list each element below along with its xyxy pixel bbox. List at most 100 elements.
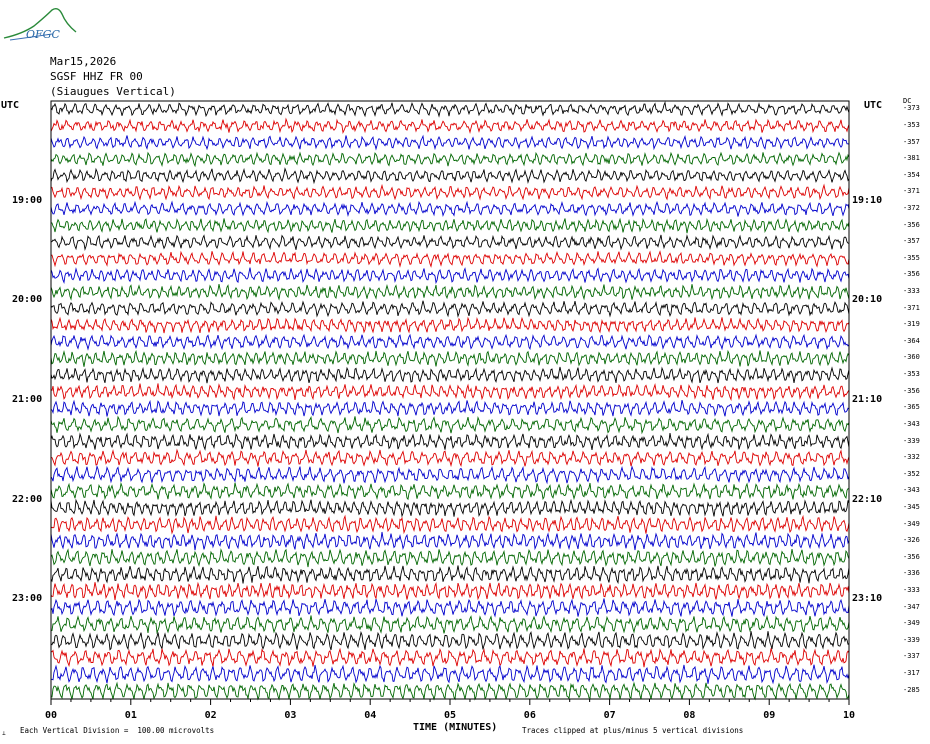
logo-text: OFGC — [26, 28, 60, 41]
dc-offset-label: -336 — [903, 569, 920, 578]
left-time-label: 22:00 — [12, 493, 43, 505]
x-tick-label: 01 — [124, 710, 137, 721]
trace-line-12 — [50, 284, 850, 301]
trace-line-23 — [50, 464, 850, 485]
right-axis-title: UTC — [864, 100, 883, 111]
footer-scale-icon: ⊥ — [2, 730, 6, 737]
trace-line-1 — [50, 100, 850, 118]
footer-vertical-division: Each Vertical Division = 100.00 microvol… — [20, 726, 215, 735]
left-time-label: 20:00 — [12, 294, 43, 306]
x-tick-label: 03 — [284, 710, 297, 721]
x-tick-label: 09 — [763, 710, 776, 721]
x-tick-label: 08 — [683, 710, 696, 721]
dc-offset-label: -356 — [903, 270, 920, 279]
dc-offset-label: -332 — [903, 453, 920, 462]
dc-offset-label: -337 — [903, 652, 920, 661]
trace-line-25 — [50, 498, 850, 518]
trace-line-20 — [50, 415, 850, 435]
trace-line-19 — [50, 399, 850, 417]
trace-line-17 — [50, 366, 850, 384]
trace-line-26 — [50, 514, 850, 535]
trace-line-3 — [50, 134, 850, 151]
dc-offset-label: -343 — [903, 486, 920, 495]
plot-frame — [50, 100, 850, 700]
dc-offset-title: DC — [903, 97, 912, 105]
trace-line-14 — [50, 316, 850, 334]
dc-offset-label: -356 — [903, 220, 920, 229]
dc-offset-label: -349 — [903, 619, 920, 628]
left-axis-title: UTC — [1, 100, 20, 111]
trace-line-22 — [50, 448, 850, 468]
dc-offset-label: -333 — [903, 586, 920, 595]
left-time-label: 21:00 — [12, 394, 43, 405]
dc-offset-label: -339 — [903, 635, 920, 644]
trace-line-18 — [50, 383, 850, 402]
dc-offset-label: -356 — [903, 552, 920, 561]
footer-clipping-note: Traces clipped at plus/minus 5 vertical … — [522, 726, 744, 735]
trace-line-24 — [50, 481, 850, 501]
dc-offset-label: -381 — [903, 154, 920, 163]
x-tick-label: 07 — [603, 710, 616, 721]
trace-line-16 — [50, 349, 850, 367]
header-station: SGSF HHZ FR 00 — [50, 70, 143, 83]
trace-line-33 — [50, 630, 850, 651]
trace-line-34 — [50, 647, 850, 668]
x-tick-label: 10 — [843, 710, 856, 721]
trace-line-10 — [50, 250, 850, 268]
right-time-label: 22:10 — [852, 493, 883, 505]
trace-line-27 — [50, 531, 850, 551]
right-time-label: 21:10 — [852, 394, 883, 405]
dc-offset-label: -357 — [903, 137, 920, 146]
logo-mountain-icon — [3, 7, 77, 41]
dc-offset-label: -339 — [903, 436, 920, 445]
trace-line-8 — [50, 217, 850, 234]
dc-offset-label: -319 — [903, 320, 920, 329]
trace-line-9 — [50, 234, 850, 251]
right-time-label: 19:10 — [852, 194, 883, 206]
trace-line-30 — [50, 581, 850, 601]
dc-offset-label: -373 — [903, 104, 920, 113]
right-time-label: 20:10 — [852, 294, 883, 306]
trace-line-36 — [50, 681, 850, 701]
trace-line-32 — [50, 614, 850, 635]
trace-line-6 — [50, 183, 850, 201]
right-time-label: 23:10 — [852, 593, 883, 605]
x-axis-title: TIME (MINUTES) — [413, 722, 498, 733]
x-tick-label: 06 — [523, 710, 536, 721]
dc-offset-label: -365 — [903, 403, 920, 412]
dc-offset-label: -354 — [903, 170, 920, 179]
dc-offset-label: -285 — [903, 685, 920, 694]
dc-offset-label: -333 — [903, 287, 920, 296]
dc-offset-label: -371 — [903, 187, 920, 196]
left-time-label: 23:00 — [12, 593, 43, 605]
trace-line-15 — [50, 333, 850, 351]
trace-line-21 — [50, 432, 850, 451]
ofgc-logo: OFGC — [2, 4, 82, 46]
dc-offset-label: -326 — [903, 536, 920, 545]
x-tick-label: 02 — [204, 710, 217, 721]
trace-line-5 — [50, 167, 850, 185]
trace-line-29 — [50, 565, 850, 585]
dc-offset-label: -353 — [903, 120, 920, 129]
x-tick-label: 05 — [444, 710, 457, 721]
dc-offset-label: -357 — [903, 237, 920, 246]
dc-offset-label: -343 — [903, 419, 920, 428]
trace-line-2 — [50, 117, 850, 134]
dc-offset-label: -345 — [903, 502, 920, 511]
dc-offset-label: -352 — [903, 469, 920, 478]
x-tick-marks — [50, 699, 850, 705]
dc-offset-label: -349 — [903, 519, 920, 528]
dc-offset-label: -353 — [903, 370, 920, 379]
trace-line-4 — [50, 151, 850, 168]
dc-offset-label: -356 — [903, 386, 920, 395]
dc-offset-label: -317 — [903, 669, 920, 678]
x-tick-label: 00 — [45, 710, 58, 721]
trace-line-7 — [50, 200, 850, 218]
dc-offset-label: -371 — [903, 303, 920, 312]
dc-offset-label: -372 — [903, 203, 920, 212]
x-tick-label: 04 — [364, 710, 377, 721]
trace-line-31 — [50, 598, 850, 618]
trace-line-13 — [50, 300, 850, 318]
dc-offset-label: -364 — [903, 336, 920, 345]
